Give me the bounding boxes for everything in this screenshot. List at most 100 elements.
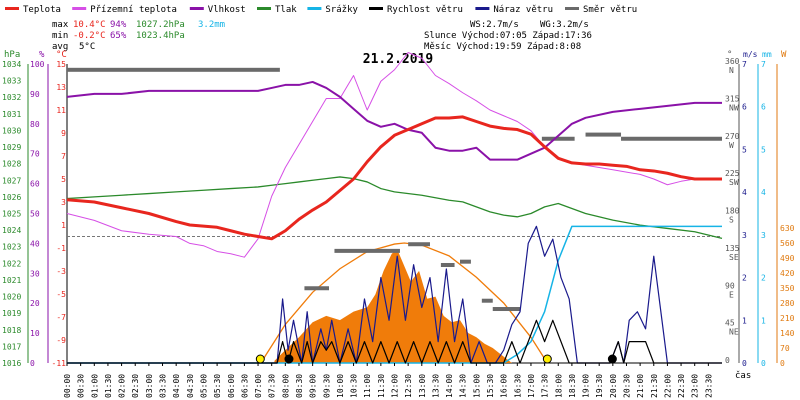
wind-speed-line	[67, 319, 722, 364]
x-tick-label-41: 20:30	[622, 374, 631, 398]
percent-tick-0: 100	[30, 60, 45, 69]
temperature-line	[66, 115, 722, 241]
x-tick-label-37: 18:30	[568, 374, 577, 398]
wind-direction-segment-4	[440, 262, 455, 267]
rain-tick-6: 1	[761, 316, 766, 325]
legend-swatch-0	[5, 7, 19, 10]
celsius-tick-2: 11	[56, 106, 66, 115]
solar-tick-9: 0	[780, 359, 785, 368]
direction-tick-deg-2: 270	[725, 132, 740, 141]
sunrise-marker	[255, 354, 265, 364]
rain-unit: mm	[762, 50, 772, 59]
wind-direction-segment-3	[408, 242, 430, 247]
x-tick-label-5: 02:30	[131, 374, 140, 398]
x-tick-label-27: 13:30	[431, 374, 440, 398]
x-tick-label-2: 01:00	[90, 374, 99, 398]
x-tick-label-0: 00:00	[63, 374, 72, 398]
x-tick-label-21: 10:30	[350, 374, 359, 398]
summary-sun: Slunce Východ:07:05 Západ:17:36	[424, 31, 592, 41]
rain-tick-2: 5	[761, 145, 766, 154]
hpa-tick-8: 1026	[2, 193, 21, 202]
wind-direction-segment-8	[541, 136, 575, 141]
x-tick-label-25: 12:30	[404, 374, 413, 398]
x-tick-label-42: 21:00	[636, 374, 645, 398]
hpa-tick-14: 1020	[2, 293, 21, 302]
celsius-tick-11: -7	[56, 313, 66, 322]
direction-tick-deg-1: 315	[725, 94, 740, 103]
legend: Teplota Přízemní teplota Vlhkost Tlak Srážky…	[5, 5, 637, 15]
solar-tick-5: 280	[780, 299, 795, 308]
hpa-tick-0: 1034	[2, 60, 21, 69]
legend-swatch-7	[565, 7, 579, 10]
direction-tick-deg-7: 45	[725, 319, 735, 328]
solar-unit: W	[781, 50, 787, 60]
x-tick-label-1: 00:30	[77, 374, 86, 398]
x-tick-label-38: 19:00	[582, 374, 591, 398]
x-tick-label-6: 03:00	[145, 374, 154, 398]
hpa-tick-1: 1033	[2, 77, 21, 86]
wind-unit: m/s	[743, 50, 758, 59]
legend-swatch-4	[307, 7, 322, 10]
direction-tick-dir-0: N	[729, 66, 734, 75]
x-tick-label-13: 06:30	[240, 374, 249, 398]
x-tick-label-16: 08:00	[281, 374, 290, 398]
legend-label-6: Náraz větru	[493, 5, 553, 15]
x-tick-label-7: 03:30	[159, 374, 168, 398]
x-tick-label-15: 07:30	[268, 374, 277, 398]
rain-tick-4: 3	[761, 231, 766, 240]
direction-tick-deg-6: 90	[725, 281, 735, 290]
x-tick-label-33: 16:30	[513, 374, 522, 398]
legend-label-5: Rychlost větru	[387, 5, 463, 15]
direction-tick-deg-4: 180	[725, 207, 740, 216]
summary-avg-temp: 5°C	[79, 42, 95, 52]
rain-tick-1: 6	[761, 103, 766, 112]
wind-direction-segment-10	[621, 136, 722, 141]
wind-direction-segment-5	[460, 259, 471, 264]
hpa-tick-13: 1021	[2, 276, 21, 285]
solar-tick-0: 630	[780, 224, 795, 233]
wind-direction-segment-2	[334, 248, 400, 253]
summary-max-rain: 3.2mm	[198, 20, 225, 30]
x-tick-label-26: 13:00	[418, 374, 427, 398]
wind-tick-5: 2	[742, 274, 747, 283]
x-tick-label-4: 02:00	[118, 374, 127, 398]
x-tick-label-35: 17:30	[541, 374, 550, 398]
x-tick-label-20: 10:00	[336, 374, 345, 398]
hpa-tick-11: 1023	[2, 243, 21, 252]
summary-max-hum: 94%	[110, 20, 127, 30]
wind-direction-segment-1	[304, 286, 329, 291]
x-tick-label-34: 17:00	[527, 374, 536, 398]
direction-tick-dir-4: S	[729, 216, 734, 225]
percent-tick-6: 40	[30, 239, 40, 248]
celsius-tick-7: 1	[61, 221, 66, 230]
axis-units: hPa % °C ° m/s mm W čas	[4, 50, 787, 381]
celsius-tick-13: -11	[52, 359, 67, 368]
wind-tick-6: 1	[742, 316, 747, 325]
hpa-tick-3: 1031	[2, 110, 21, 119]
percent-tick-8: 20	[30, 299, 40, 308]
solar-measured-area	[274, 249, 512, 363]
wind-direction-segment-6	[481, 298, 493, 303]
pressure-line	[66, 176, 723, 240]
x-tick-label-18: 09:00	[309, 374, 318, 398]
wind-direction-segment-7	[492, 307, 521, 312]
hpa-tick-9: 1025	[2, 210, 21, 219]
percent-tick-9: 10	[30, 329, 40, 338]
percent-tick-10: 0	[30, 359, 35, 368]
humidity-line	[66, 80, 722, 161]
percent-tick-7: 30	[30, 269, 40, 278]
x-axis-ticks: 00:00 00:30 01:00 01:30 02:00 02:30 03:00 03:30…	[63, 363, 713, 398]
celsius-tick-5: 5	[61, 175, 66, 184]
direction-tick-deg-5: 135	[725, 244, 740, 253]
percent-tick-3: 70	[30, 150, 40, 159]
legend-swatch-3	[257, 7, 271, 10]
x-tick-label-22: 11:00	[363, 374, 372, 398]
x-tick-label-43: 21:30	[650, 374, 659, 398]
hpa-tick-16: 1018	[2, 326, 21, 335]
x-tick-label-8: 04:00	[172, 374, 181, 398]
x-tick-label-36: 18:00	[554, 374, 563, 398]
summary-wind-ws: WS:2.7m/s	[470, 20, 519, 30]
rain-tick-3: 4	[761, 188, 766, 197]
x-tick-label-14: 07:00	[254, 374, 263, 398]
legend-label-3: Tlak	[275, 5, 297, 15]
